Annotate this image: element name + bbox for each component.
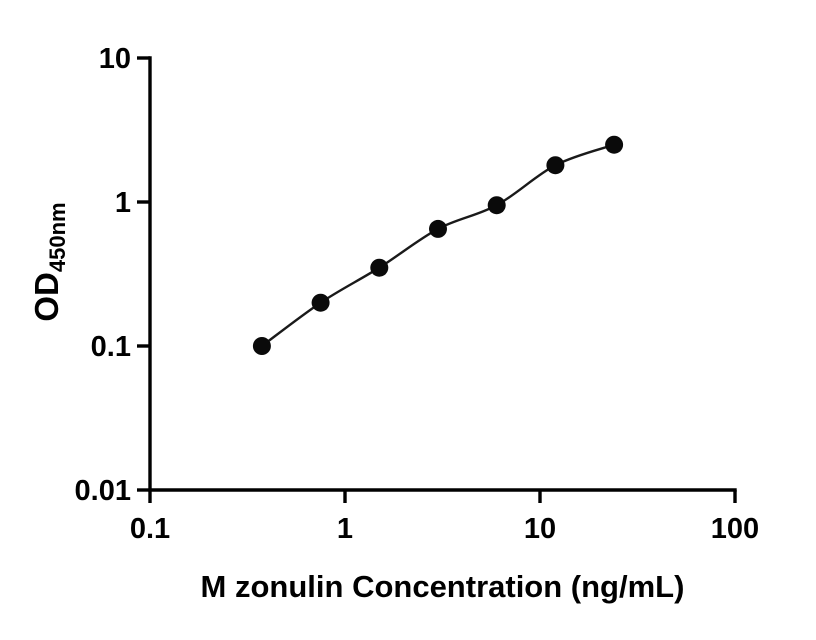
- data-point: [546, 156, 565, 175]
- data-series: [252, 135, 624, 355]
- x-axis-title: M zonulin Concentration (ng/mL): [201, 569, 685, 604]
- y-tick-label: 10: [99, 43, 131, 75]
- data-point: [311, 293, 330, 312]
- x-tick-label: 100: [711, 513, 759, 545]
- data-point: [487, 196, 506, 215]
- axis-labels: 0.1 1 10 100 0.01 0.1 1 10 M zonulin Concentrati…: [28, 43, 759, 604]
- axes: [137, 56, 737, 503]
- y-tick-label: 0.1: [91, 331, 131, 363]
- fit-curve: [261, 143, 615, 347]
- data-point: [429, 219, 447, 238]
- data-point: [252, 337, 271, 355]
- y-tick-label: 1: [115, 187, 131, 219]
- axis-spine: [148, 56, 737, 492]
- y-axis-title-subscript: 450nm: [45, 202, 70, 272]
- data-point: [370, 258, 389, 277]
- x-tick-label: 10: [524, 513, 556, 545]
- x-tick-label: 0.1: [130, 513, 170, 545]
- x-tick-label: 1: [337, 513, 353, 545]
- y-tick-label: 0.01: [75, 475, 131, 507]
- y-axis-title: OD450nm: [28, 202, 70, 321]
- data-point: [605, 135, 624, 154]
